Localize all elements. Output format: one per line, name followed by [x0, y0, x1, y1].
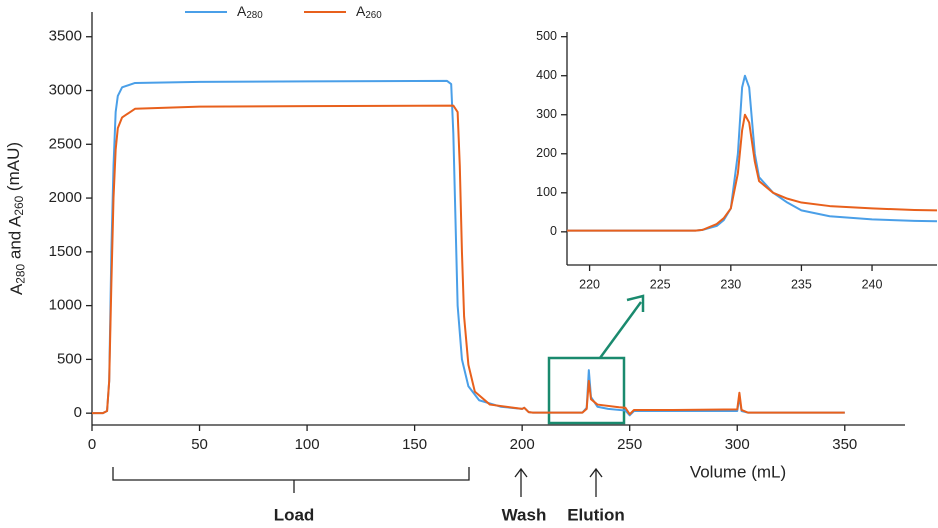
legend-label: A280: [237, 3, 263, 21]
x-tick-label: 200: [510, 436, 535, 453]
y-tick-label: 3500: [49, 28, 82, 45]
legend-label: A260: [356, 3, 382, 21]
y-tick-label: 3000: [49, 81, 82, 98]
y-axis-label: A280 and A260 (mAU): [4, 142, 27, 295]
wash-arrow: [514, 467, 528, 478]
elution-arrow: [589, 467, 603, 478]
x-tick-label: 220: [579, 277, 600, 291]
annotation: Elution: [567, 505, 625, 524]
y-tick-label: 100: [536, 185, 557, 199]
x-tick-label: 100: [295, 436, 320, 453]
x-axis-label: Volume (mL): [690, 462, 786, 481]
x-tick-label: 250: [617, 436, 642, 453]
load-bracket: [112, 467, 470, 481]
x-tick-label: 150: [402, 436, 427, 453]
y-tick-label: 400: [536, 68, 557, 82]
x-tick-label: 50: [191, 436, 208, 453]
y-tick-label: 300: [536, 107, 557, 121]
y-tick-label: 2500: [49, 135, 82, 152]
y-tick-label: 500: [57, 350, 82, 367]
y-tick-label: 2000: [49, 189, 82, 206]
zoom-arrow: [598, 301, 643, 359]
y-tick-label: 0: [74, 404, 82, 421]
x-tick-label: 350: [832, 436, 857, 453]
series-line: [92, 104, 845, 416]
y-tick-label: 1500: [49, 243, 82, 260]
y-tick-label: 200: [536, 146, 557, 160]
x-tick-label: 225: [650, 277, 671, 291]
annotation: Wash: [502, 505, 547, 524]
zoom-box: [547, 356, 626, 425]
y-tick-label: 500: [536, 29, 557, 43]
x-tick-label: 300: [725, 436, 750, 453]
x-tick-label: 230: [720, 277, 741, 291]
series-line: [567, 74, 938, 232]
x-tick-label: 235: [791, 277, 812, 291]
y-tick-label: 0: [550, 224, 557, 238]
x-tick-label: 0: [88, 436, 96, 453]
x-tick-label: 240: [862, 277, 883, 291]
y-tick-label: 1000: [49, 297, 82, 314]
series-line: [567, 113, 938, 232]
zoom-arrow-head: [626, 294, 645, 312]
annotation: Load: [274, 505, 315, 524]
